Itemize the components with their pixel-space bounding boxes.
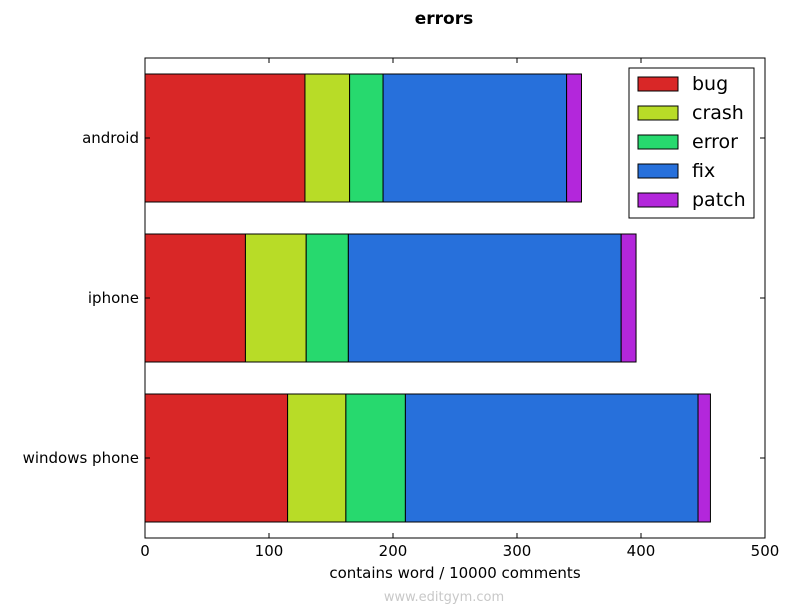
legend-swatch-crash bbox=[637, 105, 679, 121]
bar-bug-android bbox=[144, 73, 306, 203]
x-tick-label: 200 bbox=[379, 542, 408, 560]
bar-crash-iphone bbox=[244, 233, 307, 363]
bar-error-windows-phone bbox=[345, 393, 406, 523]
bar-fix-iphone bbox=[347, 233, 622, 363]
legend-label-crash: crash bbox=[692, 102, 744, 124]
bar-crash-windows-phone bbox=[287, 393, 347, 523]
x-tick-label: 400 bbox=[627, 542, 656, 560]
chart-title: errors bbox=[415, 9, 473, 29]
x-tick-label: 300 bbox=[503, 542, 532, 560]
bar-patch-windows-phone bbox=[697, 393, 711, 523]
x-tick-label: 100 bbox=[255, 542, 284, 560]
bars-group bbox=[144, 73, 711, 523]
bar-fix-android bbox=[382, 73, 568, 203]
bar-patch-iphone bbox=[620, 233, 637, 363]
y-tick-label: android bbox=[82, 129, 139, 147]
legend-swatch-error bbox=[637, 134, 679, 150]
bar-crash-android bbox=[304, 73, 351, 203]
legend-label-error: error bbox=[692, 131, 738, 153]
y-tick-label: iphone bbox=[88, 289, 139, 307]
legend-swatch-bug bbox=[637, 76, 679, 92]
bar-error-android bbox=[349, 73, 384, 203]
bar-error-iphone bbox=[305, 233, 349, 363]
legend-swatch-fix bbox=[637, 163, 679, 179]
x-tick-label: 500 bbox=[751, 542, 780, 560]
axes-group: 0 100 200 300 400 500 android iphone windows pho… bbox=[23, 58, 780, 560]
bar-bug-iphone bbox=[144, 233, 246, 363]
bar-fix-windows-phone bbox=[404, 393, 699, 523]
legend-swatch-patch bbox=[637, 192, 679, 208]
legend-label-patch: patch bbox=[692, 189, 746, 211]
x-axis-label: contains word / 10000 comments bbox=[329, 564, 580, 582]
legend: bug crash error fix patch bbox=[628, 67, 755, 219]
legend-label-fix: fix bbox=[692, 160, 715, 182]
watermark: www.editgym.com bbox=[384, 590, 504, 605]
bar-patch-android bbox=[566, 73, 582, 203]
x-tick-label: 0 bbox=[140, 542, 150, 560]
legend-label-bug: bug bbox=[692, 73, 728, 95]
y-tick-label: windows phone bbox=[23, 449, 139, 467]
bar-bug-windows-phone bbox=[144, 393, 289, 523]
